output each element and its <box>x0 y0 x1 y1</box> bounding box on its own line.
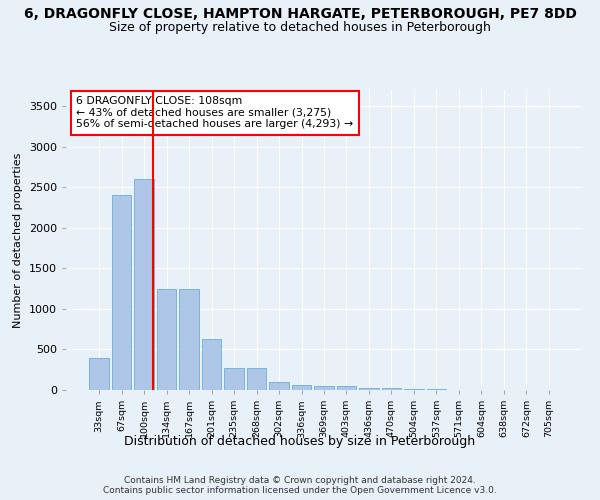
Text: 6, DRAGONFLY CLOSE, HAMPTON HARGATE, PETERBOROUGH, PE7 8DD: 6, DRAGONFLY CLOSE, HAMPTON HARGATE, PET… <box>23 8 577 22</box>
Bar <box>89 358 109 390</box>
Bar <box>359 388 379 390</box>
Y-axis label: Number of detached properties: Number of detached properties <box>13 152 23 328</box>
Text: Size of property relative to detached houses in Peterborough: Size of property relative to detached ho… <box>109 21 491 34</box>
Bar <box>112 196 131 390</box>
Bar <box>134 179 154 390</box>
Bar <box>382 388 401 390</box>
Text: 6 DRAGONFLY CLOSE: 108sqm
← 43% of detached houses are smaller (3,275)
56% of se: 6 DRAGONFLY CLOSE: 108sqm ← 43% of detac… <box>76 96 353 129</box>
Bar <box>404 389 424 390</box>
Bar <box>224 368 244 390</box>
Bar <box>269 382 289 390</box>
Bar <box>337 386 356 390</box>
Bar <box>314 386 334 390</box>
Bar <box>247 368 266 390</box>
Bar <box>179 288 199 390</box>
Bar <box>202 339 221 390</box>
Bar <box>292 384 311 390</box>
Text: Contains HM Land Registry data © Crown copyright and database right 2024.
Contai: Contains HM Land Registry data © Crown c… <box>103 476 497 495</box>
Text: Distribution of detached houses by size in Peterborough: Distribution of detached houses by size … <box>124 435 476 448</box>
Bar <box>157 288 176 390</box>
